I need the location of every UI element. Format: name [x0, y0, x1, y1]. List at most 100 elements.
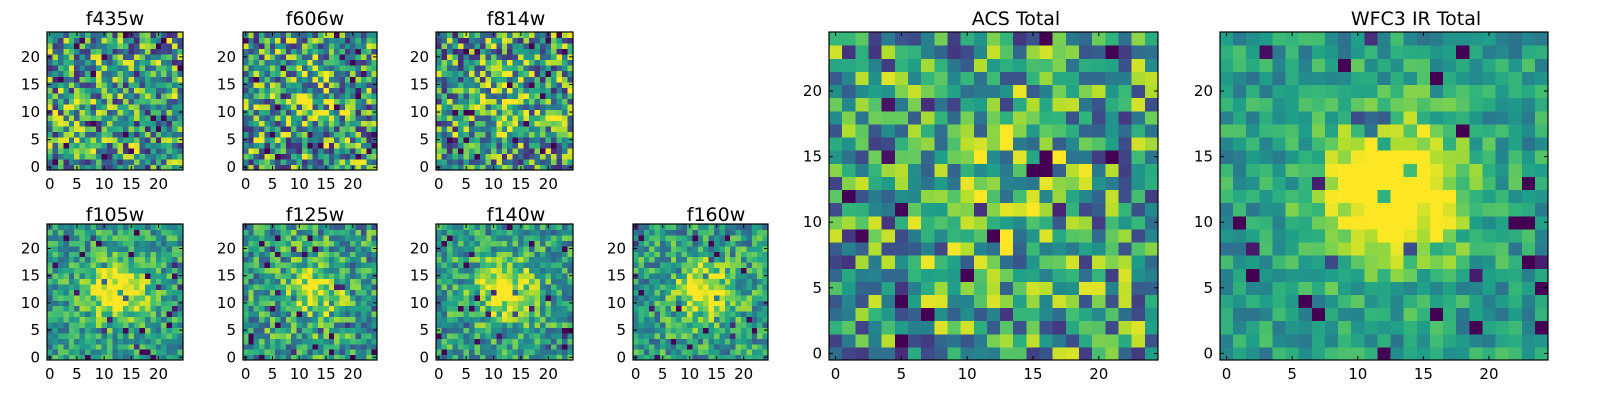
heatmap-cell — [63, 43, 70, 50]
heatmap-cell — [441, 229, 448, 236]
heatmap-cell — [139, 251, 146, 258]
heatmap-cell — [248, 54, 255, 61]
heatmap-cell — [556, 158, 563, 166]
heatmap-cell — [746, 267, 753, 274]
heatmap-cell — [47, 316, 54, 323]
heatmap-cell — [501, 120, 508, 127]
heatmap-cell — [355, 164, 362, 171]
heatmap-cell — [128, 338, 135, 345]
heatmap-cell — [328, 147, 335, 155]
heatmap-cell — [128, 316, 135, 323]
heatmap-cell — [719, 240, 726, 247]
heatmap-cell — [934, 294, 949, 309]
heatmap-cell — [177, 305, 184, 312]
heatmap-cell — [328, 125, 335, 132]
heatmap-cell — [829, 189, 843, 204]
heatmap-cell — [52, 338, 59, 345]
heatmap-cell — [757, 234, 764, 241]
heatmap-cell — [474, 262, 481, 269]
heatmap-cell — [350, 245, 357, 252]
heatmap-cell — [436, 147, 443, 155]
heatmap-cell — [697, 289, 704, 296]
heatmap-cell — [312, 262, 319, 269]
heatmap-cell — [540, 251, 547, 258]
heatmap-cell — [562, 32, 569, 39]
heatmap-cell — [714, 316, 720, 323]
heatmap-cell — [161, 267, 168, 274]
heatmap-cell — [243, 321, 249, 328]
heatmap-cell — [762, 283, 769, 290]
heatmap-cell — [540, 70, 547, 77]
heatmap-cell — [47, 87, 54, 94]
heatmap-cell — [638, 321, 645, 328]
heatmap-cell — [95, 98, 102, 105]
heatmap-cell — [112, 262, 119, 269]
heatmap-cell — [52, 81, 59, 88]
heatmap-cell — [334, 109, 341, 116]
heatmap-cell — [52, 37, 59, 44]
heatmap-cell — [523, 103, 530, 110]
heatmap-cell — [344, 343, 351, 350]
heatmap-cell — [446, 153, 454, 160]
x-tick-label: 20 — [734, 365, 753, 383]
heatmap-cell — [441, 240, 448, 247]
heatmap-cell — [534, 136, 541, 143]
heatmap-cell — [960, 294, 975, 309]
heatmap-cell — [360, 92, 367, 99]
heatmap-cell — [463, 229, 470, 236]
heatmap-cell — [253, 92, 260, 99]
heatmap-cell — [323, 349, 330, 356]
heatmap-cell — [540, 81, 547, 88]
heatmap-cell — [441, 343, 448, 350]
heatmap-cell — [534, 300, 541, 307]
heatmap-cell — [63, 224, 70, 231]
heatmap-cell — [534, 32, 541, 39]
heatmap-cell — [95, 43, 102, 50]
heatmap-cell — [529, 120, 536, 127]
heatmap-cell — [751, 267, 758, 274]
heatmap-cell — [741, 272, 747, 279]
heatmap-cell — [144, 92, 151, 99]
heatmap-cell — [243, 311, 249, 318]
heatmap-cell — [681, 289, 688, 296]
heatmap-cell — [507, 343, 514, 350]
heatmap-cell — [474, 65, 481, 72]
heatmap-cell — [264, 343, 271, 350]
heatmap-cell — [567, 125, 574, 132]
heatmap-cell — [166, 54, 173, 61]
heatmap-cell — [540, 300, 547, 307]
heatmap-cell — [166, 338, 173, 345]
heatmap-cell — [161, 343, 168, 350]
heatmap-cell — [264, 120, 271, 127]
heatmap-cell — [68, 224, 75, 231]
heatmap-cell — [714, 349, 720, 356]
heatmap-cell — [285, 153, 292, 160]
heatmap-cell — [95, 234, 102, 241]
heatmap-cell — [751, 305, 758, 312]
heatmap-cell — [334, 158, 341, 166]
heatmap-cell — [562, 300, 569, 307]
heatmap-cell — [307, 272, 314, 279]
heatmap-cell — [350, 338, 357, 345]
heatmap-cell — [371, 262, 378, 269]
heatmap-cell — [986, 163, 1001, 177]
heatmap-cell — [457, 37, 464, 44]
heatmap-cell — [1092, 176, 1106, 191]
heatmap-cell — [518, 229, 525, 236]
heatmap-cell — [934, 320, 949, 335]
heatmap-cell — [307, 327, 314, 334]
heatmap-cell — [479, 164, 486, 171]
heatmap-cell — [507, 338, 514, 345]
heatmap-cell — [161, 240, 168, 247]
heatmap-cell — [68, 103, 75, 110]
heatmap-cell — [463, 81, 470, 88]
heatmap-cell — [344, 234, 351, 241]
heatmap-cell — [485, 70, 492, 77]
heatmap-cell — [166, 164, 173, 171]
heatmap-cell — [350, 289, 357, 296]
heatmap-cell — [47, 131, 54, 138]
heatmap-cell — [63, 158, 70, 166]
heatmap-cell — [150, 120, 157, 127]
heatmap-cell — [762, 321, 769, 328]
